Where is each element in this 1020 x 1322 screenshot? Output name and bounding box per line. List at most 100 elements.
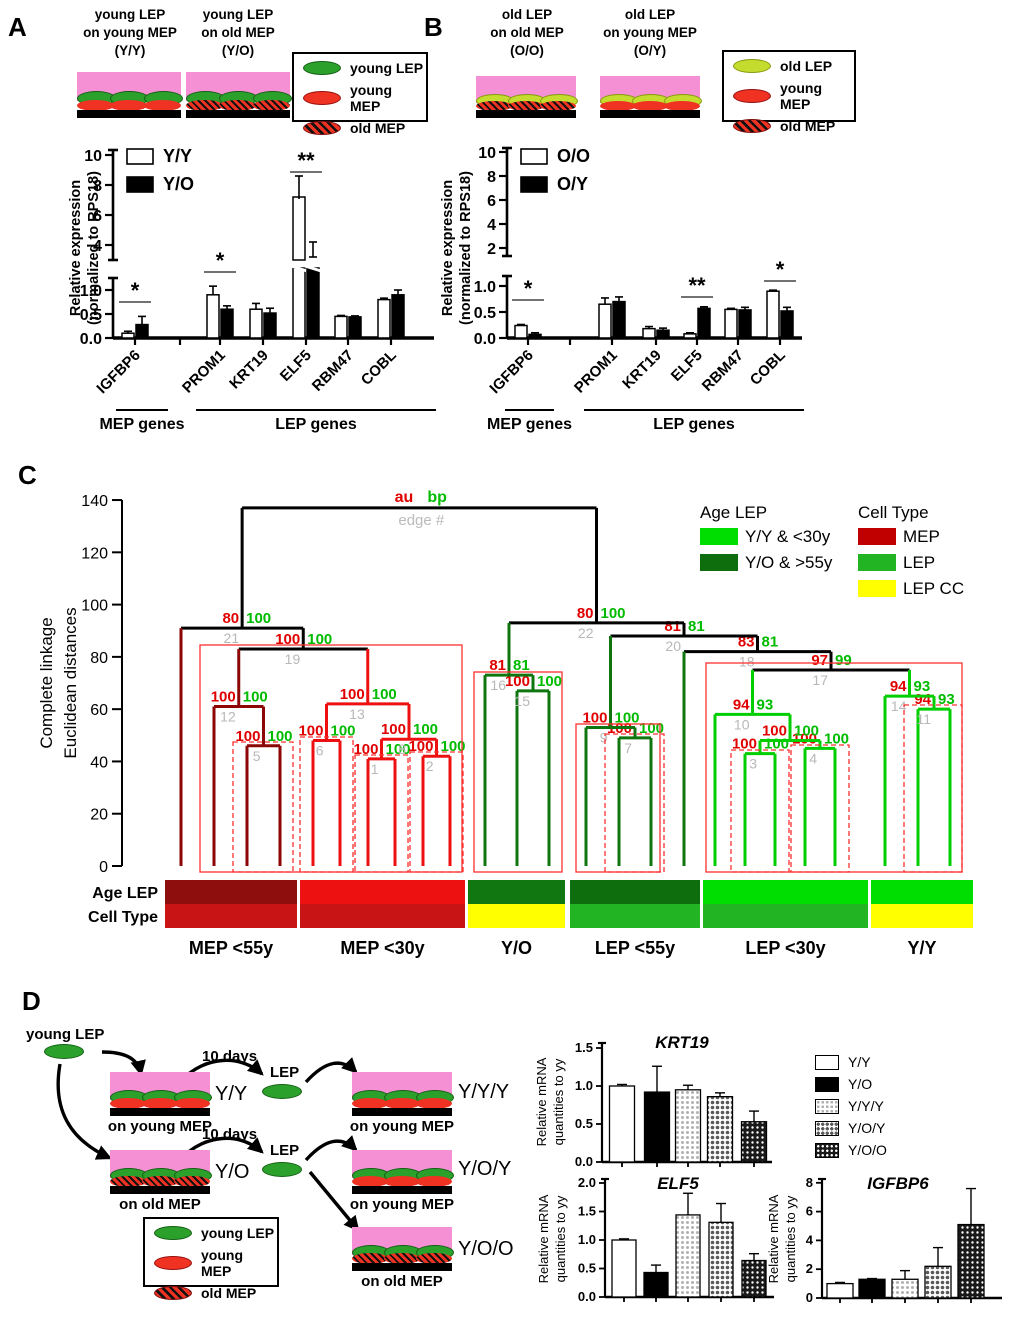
culture-base — [352, 1263, 452, 1271]
au-value: 100 — [340, 686, 365, 703]
legend-label: young MEP — [350, 82, 392, 114]
caption-b3: on old MEP — [119, 1196, 201, 1213]
culture-base — [77, 110, 181, 118]
caption-b1: on young MEP — [107, 1118, 213, 1135]
legend-label: young LEP — [201, 1225, 275, 1241]
legend-label: Y/O — [848, 1076, 873, 1092]
y-tick-label: 4 — [93, 238, 102, 255]
old-mep-cell-icon — [110, 1176, 146, 1187]
legend-swatch-pat-med — [815, 1120, 839, 1136]
legend-swatch-young-lep — [154, 1226, 192, 1240]
c-tick-label: 60 — [90, 702, 108, 719]
au-value: 100 — [505, 673, 530, 690]
y-tick-label: 0.0 — [578, 1289, 596, 1304]
y-tick-label: 4 — [487, 217, 496, 234]
legend-label: young MEP — [780, 80, 822, 112]
c-tick-label: 80 — [90, 650, 108, 667]
gene-group-label: LEP genes — [653, 416, 735, 433]
old-mep-cell-icon — [476, 101, 512, 111]
y-axis-label: (normalized to RPS18) — [458, 171, 474, 325]
bp-value: 93 — [757, 696, 774, 713]
bar-Y/O-IGFBP6 — [135, 323, 149, 339]
bar-Y/Y — [826, 1282, 854, 1299]
y-axis-label: Relative mRNA — [766, 1194, 781, 1283]
bar-Y/O-KRT19 — [263, 312, 277, 339]
schematic-title-line: (O/O) — [510, 43, 544, 58]
y-tick-label: 1.0 — [575, 1078, 593, 1093]
gene-group-label: MEP genes — [487, 416, 572, 433]
bp-value: 81 — [762, 634, 779, 651]
bar-Y/Y — [608, 1085, 636, 1163]
bar-O/O-IGFBP6 — [514, 324, 528, 339]
gene-label: IGFBP6 — [486, 347, 536, 397]
schematic-title-yo: young LEP on old MEP (Y/O) — [176, 6, 300, 60]
legend-item: young MEP — [294, 82, 426, 114]
young-mep-cell-icon — [416, 1098, 452, 1109]
series-label: Y/O — [163, 174, 194, 194]
flow-arrow — [56, 1063, 113, 1160]
gene-label: KRT19 — [619, 347, 665, 393]
c-axis-label: Complete linkage — [37, 617, 56, 748]
condition-yy: Y/Y — [215, 1083, 248, 1105]
row-label-age-lep: Age LEP — [92, 885, 158, 902]
au-value: 83 — [738, 634, 755, 651]
significance-marker: * — [776, 257, 785, 282]
au-value: 97 — [811, 652, 828, 669]
bp-key: bp — [427, 489, 447, 506]
legend-swatch-old-mep — [733, 119, 771, 133]
gene-label: RBM47 — [699, 347, 747, 395]
bp-value: 100 — [386, 741, 411, 758]
y-tick-label: 0.5 — [578, 1261, 596, 1276]
cluster-box-dashed — [354, 754, 409, 873]
bp-value: 100 — [824, 730, 849, 747]
schematic-title-line: on old MEP — [490, 25, 564, 40]
edge-number: 5 — [253, 748, 261, 764]
legend-label: young LEP — [350, 60, 424, 76]
schematic-title-oy: old LEP on young MEP (O/Y) — [588, 6, 712, 60]
au-value: 94 — [890, 678, 907, 695]
culture-box-yo — [186, 72, 292, 118]
legend-item: Y/Y/Y — [806, 1098, 916, 1114]
age-lep-band — [468, 880, 565, 904]
y-axis-label: Relative expression — [68, 180, 84, 316]
chart-title: IGFBP6 — [867, 1174, 929, 1193]
panel-ab-charts: Relative expression (normalized to RPS18)… — [68, 145, 804, 433]
y-tick-label: 6 — [93, 208, 102, 225]
legend-swatch-pat-dark — [815, 1142, 839, 1158]
bar-O/Y-COBL — [780, 310, 794, 339]
legend-label: old MEP — [780, 118, 836, 134]
flow-arrow — [304, 1135, 358, 1162]
significance-marker: * — [131, 278, 140, 303]
cluster-box-dashed — [232, 741, 294, 873]
legend-label: Y/Y — [848, 1054, 871, 1070]
bar-O/Y-IGFBP6 — [528, 333, 542, 339]
legend-item: old LEP — [724, 58, 854, 74]
y-axis-label: quantities to yy — [551, 1058, 566, 1145]
panel-a-label: A — [8, 12, 27, 42]
c-axis-label: Euclidean distances — [61, 607, 80, 758]
age-lep-band — [300, 880, 465, 904]
legend-item: young MEP — [145, 1247, 277, 1279]
y-tick-label: 1.5 — [578, 1204, 596, 1219]
bar-O/O-KRT19 — [642, 327, 656, 339]
legend-age-title: Age LEP — [700, 503, 767, 522]
legend-item: old MEP — [724, 118, 854, 134]
bp-value: 100 — [794, 723, 819, 740]
bar-O/Y-PROM1 — [612, 300, 626, 339]
legend-label: Y/O/Y — [848, 1120, 886, 1136]
culture-box-d3 — [110, 1150, 212, 1194]
bar-O/Y-KRT19 — [656, 329, 670, 339]
age-lep-band — [570, 880, 700, 904]
legend-age-label: Y/O & >55y — [745, 553, 833, 572]
chart-title: KRT19 — [655, 1033, 709, 1052]
young-mep-cell-icon — [352, 1098, 388, 1109]
group-label: Y/O — [501, 938, 532, 958]
edge-number: 11 — [916, 711, 931, 727]
legend-label: Y/O/O — [848, 1142, 887, 1158]
bar-Y/O-COBL — [391, 294, 405, 339]
bp-value: 99 — [835, 652, 852, 669]
bp-value: 100 — [331, 723, 356, 740]
gene-label: KRT19 — [226, 347, 272, 393]
condition-yo: Y/O — [215, 1161, 250, 1183]
